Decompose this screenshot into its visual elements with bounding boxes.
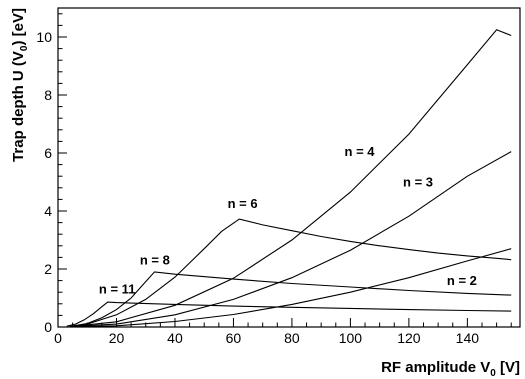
- series-line-n11: [66, 301, 512, 327]
- series-label: n = 11: [99, 282, 136, 297]
- x-axis-title-unit: [V]: [496, 359, 520, 376]
- x-tick-label: 100: [339, 330, 363, 346]
- series-label: n = 2: [447, 273, 477, 288]
- y-axis-title-main: Trap depth U (V: [10, 51, 27, 162]
- series-labels: n = 11 n = 8 n = 6 n = 4 n = 3 n = 2: [99, 144, 477, 297]
- x-tick-label: 60: [226, 330, 242, 346]
- x-tick-label: 0: [54, 330, 62, 346]
- series-layer: [66, 29, 512, 328]
- y-tick-label: 10: [36, 29, 52, 45]
- series-label: n = 8: [140, 253, 170, 268]
- y-tick-label: 4: [44, 203, 52, 219]
- y-axis: 0 2 4 6 8 10: [36, 13, 67, 335]
- y-tick-label: 0: [44, 319, 52, 335]
- series-line-n2: [69, 248, 512, 328]
- series-label: n = 6: [228, 196, 258, 211]
- x-axis: 0 20 40 60 80 100 120 140: [54, 318, 512, 346]
- y-tick-label: 8: [44, 87, 52, 103]
- x-axis-title-subscript: 0: [490, 368, 496, 379]
- x-tick-label: 80: [284, 330, 300, 346]
- x-tick-label: 20: [109, 330, 125, 346]
- x-tick-label: 40: [167, 330, 183, 346]
- series-line-n3: [69, 151, 512, 328]
- series-label: n = 3: [403, 174, 433, 189]
- y-tick-label: 6: [44, 145, 52, 161]
- series-label: n = 4: [345, 144, 376, 159]
- y-axis-title-unit: ) [eV]: [10, 8, 27, 46]
- y-axis-title: Trap depth U (V0) [eV]: [10, 8, 30, 162]
- y-tick-label: 2: [44, 261, 52, 277]
- x-tick-label: 120: [397, 330, 421, 346]
- y-axis-title-subscript: 0: [19, 45, 30, 51]
- series-line-n4: [69, 29, 512, 328]
- series-line-n8: [69, 271, 512, 327]
- plot-frame: [57, 7, 521, 328]
- x-axis-title: RF amplitude V0 [V]: [381, 359, 520, 379]
- x-axis-title-main: RF amplitude V: [381, 359, 490, 376]
- plot-area: [57, 7, 521, 328]
- series-line-n6: [69, 218, 512, 327]
- x-tick-label: 140: [456, 330, 480, 346]
